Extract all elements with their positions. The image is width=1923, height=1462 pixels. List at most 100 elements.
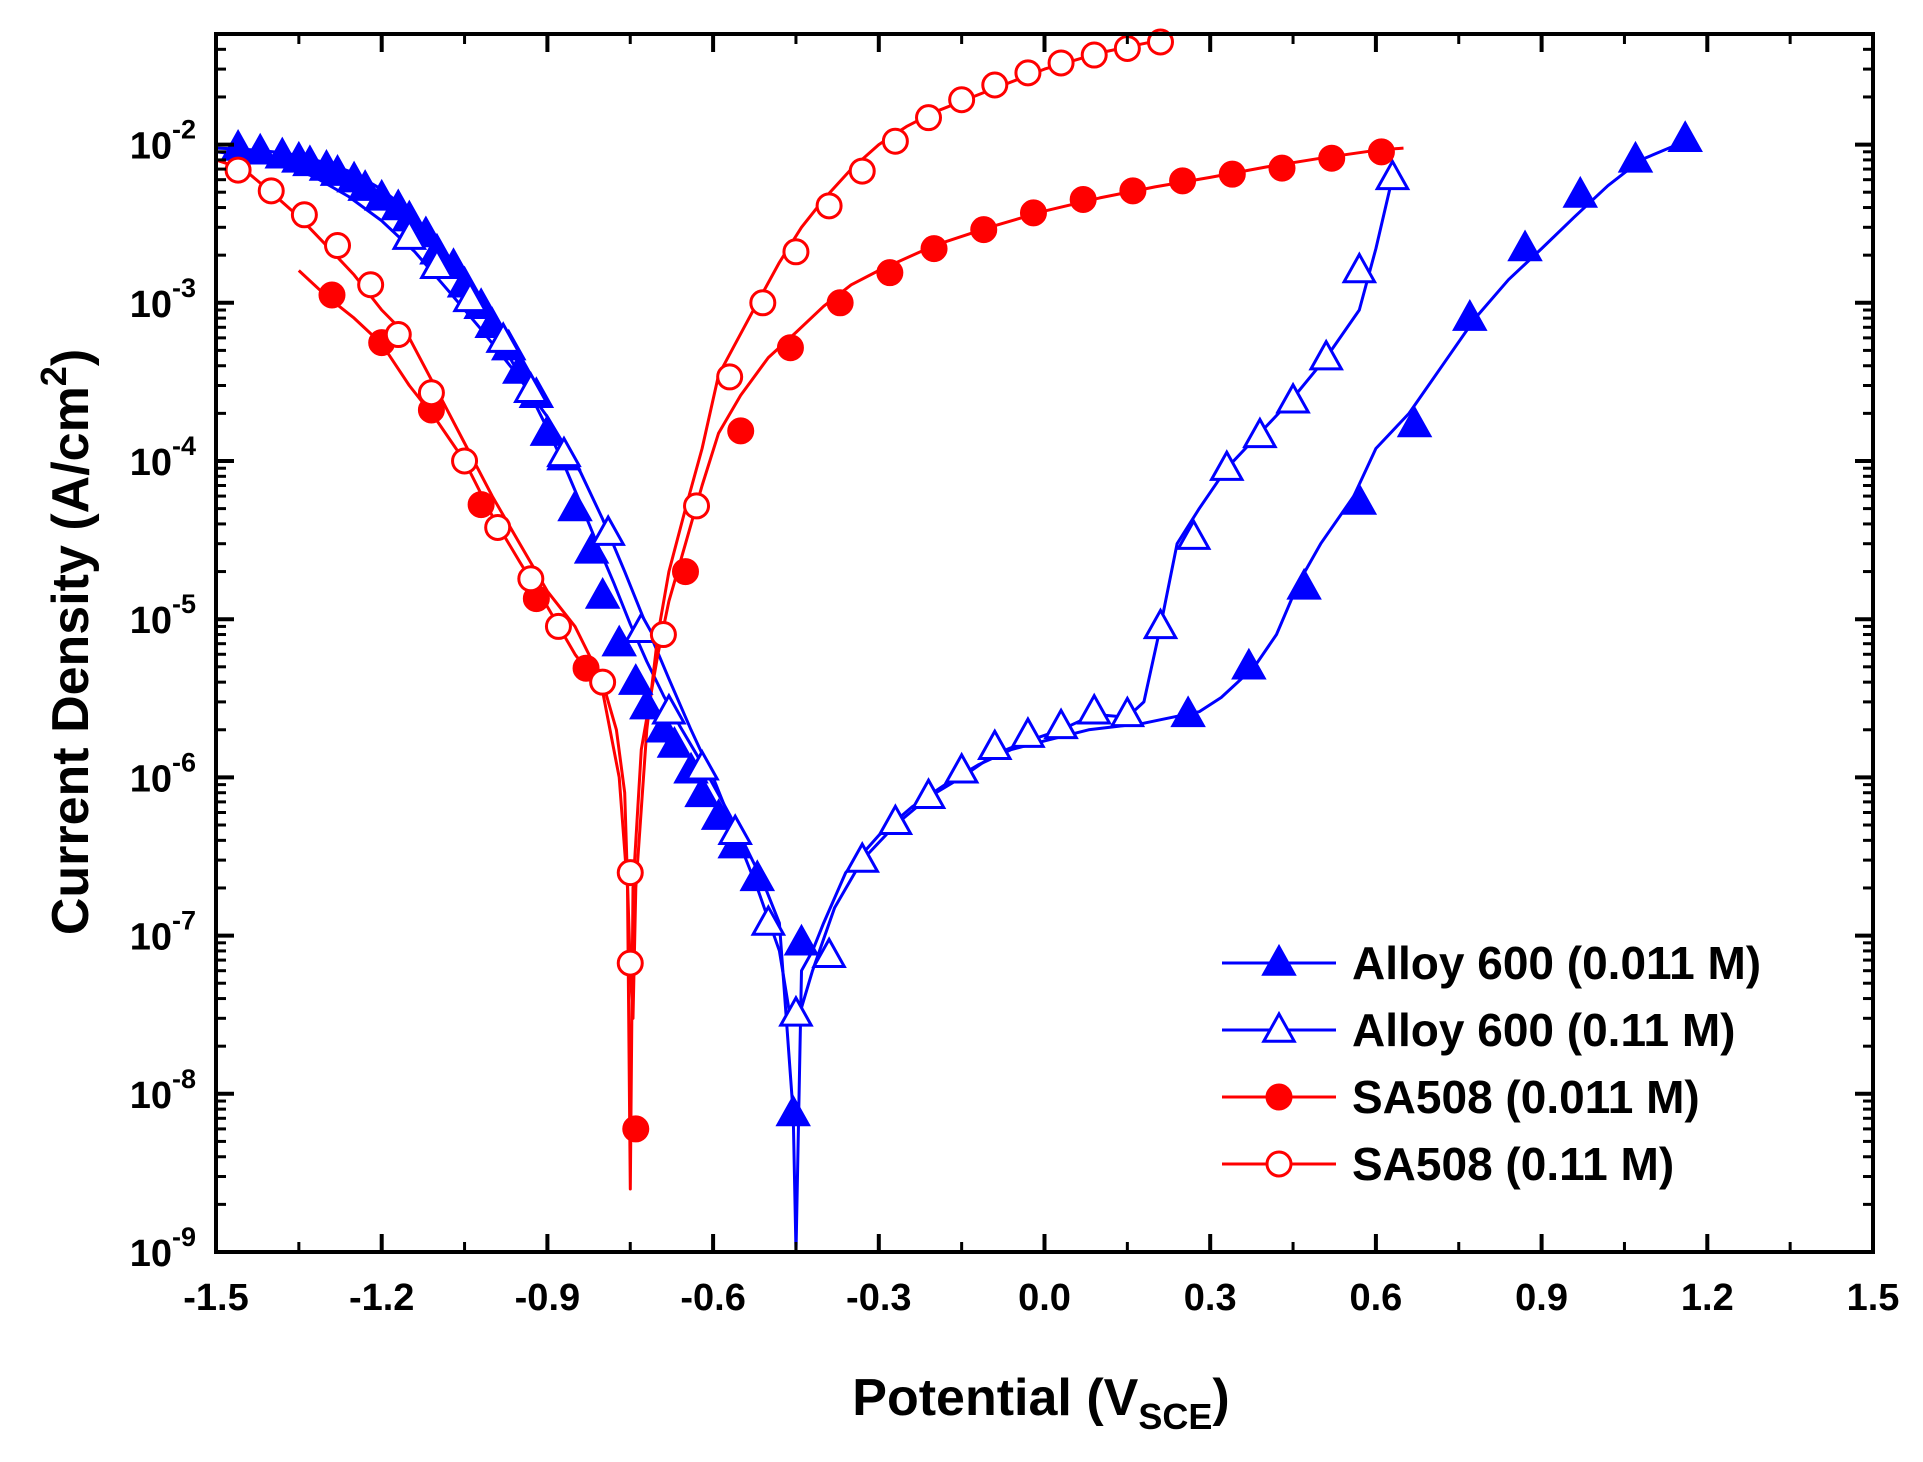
data-point-marker [242,132,278,165]
data-point-marker [1617,140,1654,173]
data-point-marker [1286,567,1322,600]
data-point-marker [622,1115,650,1143]
data-point-marker [649,621,677,649]
data-point-marker [257,177,285,205]
data-point-marker [700,798,737,830]
data-point-marker [948,86,976,114]
data-point-marker [1209,449,1245,481]
data-point-marker [1562,175,1599,208]
data-point-marker [749,289,777,317]
data-point-marker [1010,716,1046,748]
data-point-marker [815,192,843,220]
series-markers [220,28,1703,1143]
legend-entry: SA508 (0.011 M) [1222,1071,1700,1123]
data-point-marker [589,668,617,696]
x-tick-label: 0.9 [1515,1277,1568,1319]
data-point-marker [684,775,720,808]
data-point-marker [1218,160,1246,188]
data-point-marker [1175,518,1212,550]
y-tick-label: 10-8 [130,1064,196,1117]
data-point-marker [1268,154,1296,182]
x-tick-label: 0.3 [1184,1277,1237,1319]
data-point-marker [318,281,346,309]
y-tick-label: 10-7 [130,906,196,959]
data-point-marker [357,271,385,299]
data-point-marker [467,491,495,519]
legend-marker [1265,1083,1293,1111]
data-point-marker [546,435,582,468]
x-axis-ticks: -1.5 -1.2 -0.9 -0.6 -0.3 0.0 0.3 0.6 0.9 1.2 1.5 [183,34,1899,1319]
y-axis-title: Current Density (A/cm2) [33,349,100,935]
data-point-marker [1109,695,1146,728]
data-point-marker [671,558,699,586]
data-point-marker [629,687,665,720]
data-point-marker [1019,199,1047,227]
y-tick-label: 10-2 [130,115,196,168]
data-point-marker [584,576,621,609]
data-point-marker [727,417,755,445]
data-point-marker [1341,251,1378,284]
data-point-marker [684,748,720,781]
data-point-marker [876,259,904,287]
data-point-marker [1170,695,1206,728]
data-point-marker [484,513,512,541]
data-point-marker [590,514,626,546]
data-point-marker [324,232,352,260]
data-point-marker [1667,120,1703,152]
x-tick-label: -0.6 [680,1277,745,1319]
data-point-marker [943,751,980,784]
data-point-marker [783,923,820,956]
data-point-marker [391,218,428,250]
data-point-marker [775,1094,811,1127]
data-point-marker [224,156,252,184]
data-point-marker [651,692,687,725]
data-point-marker [557,489,593,522]
data-point-marker [977,728,1013,760]
data-point-marker [826,289,854,317]
y-tick-label: 10-3 [130,273,196,326]
data-point-marker [811,936,847,969]
legend: Alloy 600 (0.011 M) Alloy 600 (0.11 M) SA5… [1222,937,1761,1190]
data-point-marker [782,238,810,266]
data-point-marker [290,201,318,229]
x-tick-label: -0.3 [846,1277,911,1319]
data-point-marker [623,611,660,644]
data-point-marker [1396,405,1433,438]
data-point-marker [717,813,753,845]
data-point-marker [920,235,948,263]
data-point-marker [716,363,744,391]
x-tick-label: 1.5 [1847,1277,1900,1319]
data-point-marker [363,178,400,211]
x-tick-label: -0.9 [515,1277,580,1319]
data-point-marker [1043,707,1079,740]
data-point-marker [1047,49,1075,77]
data-point-marker [544,612,572,640]
data-point-marker [1318,144,1346,172]
data-point-marker [347,169,383,201]
legend-marker [1261,943,1297,976]
data-point-marker [1374,158,1411,191]
legend-marker [1261,1010,1297,1043]
legend-label: Alloy 600 (0.11 M) [1352,1004,1736,1056]
legend-label: SA508 (0.011 M) [1352,1071,1700,1123]
data-point-marker [1119,177,1147,205]
data-point-marker [750,903,787,936]
data-point-marker [683,492,711,520]
data-point-marker [1169,167,1197,195]
x-axis-title: Potential (VSCE) [852,1369,1229,1437]
data-point-marker [529,414,566,446]
data-point-marker [517,565,545,593]
data-point-marker [656,726,693,758]
data-point-marker [618,663,654,695]
data-point-marker [1507,229,1543,262]
x-tick-label: -1.2 [349,1277,414,1319]
data-point-marker [1308,338,1344,371]
data-point-marker [1341,482,1378,515]
data-point-marker [1231,647,1267,680]
data-point-marker [1452,299,1488,331]
y-tick-label: 10-5 [130,589,196,642]
data-point-marker [739,859,776,892]
data-point-marker [910,777,947,809]
legend-label: SA508 (0.11 M) [1352,1138,1674,1190]
